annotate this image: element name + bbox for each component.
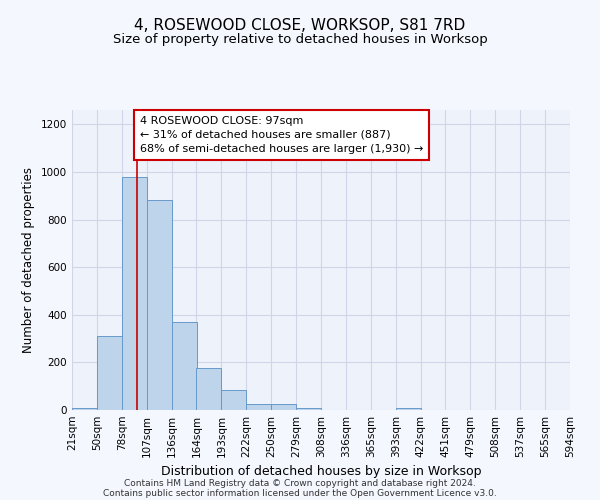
Bar <box>172 322 197 410</box>
Text: Size of property relative to detached houses in Worksop: Size of property relative to detached ho… <box>113 32 487 46</box>
Bar <box>97 336 122 410</box>
Text: 4 ROSEWOOD CLOSE: 97sqm
← 31% of detached houses are smaller (887)
68% of semi-d: 4 ROSEWOOD CLOSE: 97sqm ← 31% of detache… <box>140 116 423 154</box>
Y-axis label: Number of detached properties: Number of detached properties <box>22 167 35 353</box>
Text: 4, ROSEWOOD CLOSE, WORKSOP, S81 7RD: 4, ROSEWOOD CLOSE, WORKSOP, S81 7RD <box>134 18 466 32</box>
Bar <box>271 404 296 410</box>
Bar <box>146 200 172 410</box>
Bar <box>221 390 246 410</box>
Text: Contains HM Land Registry data © Crown copyright and database right 2024.: Contains HM Land Registry data © Crown c… <box>124 478 476 488</box>
Bar <box>396 408 421 410</box>
X-axis label: Distribution of detached houses by size in Worksop: Distribution of detached houses by size … <box>161 466 481 478</box>
Bar <box>122 176 146 410</box>
Bar <box>72 408 97 410</box>
Bar <box>296 408 321 410</box>
Text: Contains public sector information licensed under the Open Government Licence v3: Contains public sector information licen… <box>103 488 497 498</box>
Bar <box>246 404 271 410</box>
Bar <box>196 368 221 410</box>
